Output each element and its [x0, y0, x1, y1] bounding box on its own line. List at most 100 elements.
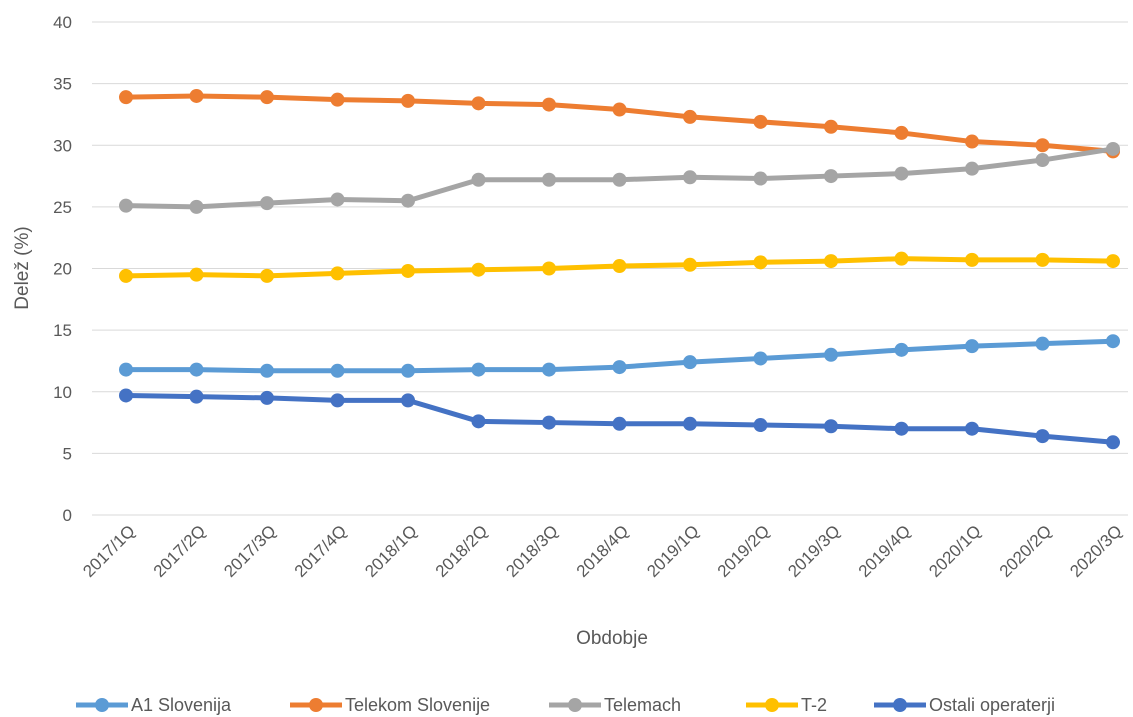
- x-tick-label: 2018/1Q: [361, 521, 421, 581]
- data-point: [894, 166, 909, 181]
- data-point: [119, 362, 133, 377]
- data-point: [1035, 153, 1050, 168]
- data-point: [401, 363, 415, 378]
- data-point: [260, 268, 274, 283]
- data-point: [824, 169, 838, 184]
- data-point: [542, 172, 556, 187]
- data-point: [260, 196, 274, 211]
- legend-label: Telekom Slovenije: [345, 695, 490, 715]
- data-point: [401, 393, 415, 408]
- data-point: [471, 262, 486, 277]
- y-tick-label: 0: [63, 506, 72, 525]
- data-point: [401, 193, 415, 208]
- data-point: [401, 263, 415, 278]
- data-point: [330, 192, 345, 207]
- legend-swatch-marker: [95, 698, 109, 712]
- y-tick-label: 25: [53, 198, 72, 217]
- x-tick-label: 2020/1Q: [925, 521, 985, 581]
- data-point: [894, 125, 909, 140]
- data-point: [824, 347, 838, 362]
- legend-item: A1 Slovenija: [76, 695, 232, 715]
- legend-label: Ostali operaterji: [929, 695, 1055, 715]
- data-point: [471, 172, 486, 187]
- y-tick-label: 5: [63, 444, 72, 463]
- series-1: [119, 88, 1120, 159]
- data-point: [753, 114, 768, 129]
- data-point: [612, 360, 627, 375]
- data-point: [1106, 435, 1120, 450]
- data-point: [1035, 336, 1050, 351]
- data-point: [753, 418, 768, 433]
- legend-swatch-marker: [568, 698, 582, 712]
- data-point: [753, 171, 768, 186]
- x-tick-label: 2019/2Q: [714, 521, 774, 581]
- x-tick-label: 2019/3Q: [784, 521, 844, 581]
- data-point: [119, 268, 133, 283]
- data-point: [965, 161, 979, 176]
- x-tick-label: 2018/4Q: [573, 521, 633, 581]
- data-point: [1106, 254, 1120, 269]
- series-group: [119, 88, 1120, 450]
- data-point: [683, 355, 697, 370]
- legend-item: T-2: [746, 695, 827, 715]
- x-tick-label: 2018/2Q: [432, 521, 492, 581]
- data-point: [542, 261, 556, 276]
- x-tick-label: 2017/1Q: [79, 521, 139, 581]
- x-axis-ticks: 2017/1Q 2017/2Q 2017/3Q 2017/4Q 2018/1Q 2018/…: [79, 521, 1126, 581]
- data-point: [119, 90, 133, 105]
- data-point: [189, 362, 204, 377]
- data-point: [894, 421, 909, 436]
- data-point: [1035, 252, 1050, 267]
- y-tick-label: 10: [53, 383, 72, 402]
- data-point: [189, 199, 204, 214]
- x-tick-label: 2019/1Q: [643, 521, 703, 581]
- data-point: [612, 416, 627, 431]
- legend-swatch-marker: [893, 698, 907, 712]
- legend-label: A1 Slovenija: [131, 695, 232, 715]
- data-point: [260, 390, 274, 405]
- data-point: [542, 362, 556, 377]
- data-point: [330, 266, 345, 281]
- data-point: [683, 109, 697, 124]
- legend-item: Telemach: [549, 695, 681, 715]
- y-tick-label: 20: [53, 260, 72, 279]
- data-point: [119, 388, 133, 403]
- x-tick-label: 2020/2Q: [996, 521, 1056, 581]
- data-point: [189, 389, 204, 404]
- data-point: [824, 254, 838, 269]
- y-tick-label: 30: [53, 136, 72, 155]
- x-tick-label: 2018/3Q: [502, 521, 562, 581]
- data-point: [401, 93, 415, 108]
- data-point: [260, 363, 274, 378]
- y-tick-label: 15: [53, 321, 72, 340]
- x-axis-title: Obdobje: [576, 628, 648, 649]
- data-point: [330, 393, 345, 408]
- data-point: [612, 172, 627, 187]
- legend-item: Telekom Slovenije: [290, 695, 490, 715]
- data-point: [471, 96, 486, 111]
- data-point: [1106, 334, 1120, 349]
- data-point: [683, 257, 697, 272]
- x-tick-label: 2017/2Q: [150, 521, 210, 581]
- series-0: [119, 334, 1120, 378]
- data-point: [189, 267, 204, 282]
- series-4: [119, 388, 1120, 450]
- x-tick-label: 2017/3Q: [220, 521, 280, 581]
- series-2: [119, 141, 1120, 214]
- x-tick-label: 2020/3Q: [1066, 521, 1126, 581]
- legend-swatch-marker: [765, 698, 779, 712]
- data-point: [1106, 141, 1120, 156]
- legend: A1 Slovenija Telekom Slovenije Telemach T-2…: [76, 695, 1055, 715]
- data-point: [1035, 138, 1050, 153]
- data-point: [683, 170, 697, 185]
- data-point: [542, 415, 556, 430]
- data-point: [119, 198, 133, 213]
- data-point: [753, 351, 768, 366]
- data-point: [189, 88, 204, 103]
- data-point: [683, 416, 697, 431]
- legend-label: Telemach: [604, 695, 681, 715]
- data-point: [471, 414, 486, 429]
- data-point: [612, 259, 627, 274]
- data-point: [753, 255, 768, 270]
- data-point: [330, 92, 345, 107]
